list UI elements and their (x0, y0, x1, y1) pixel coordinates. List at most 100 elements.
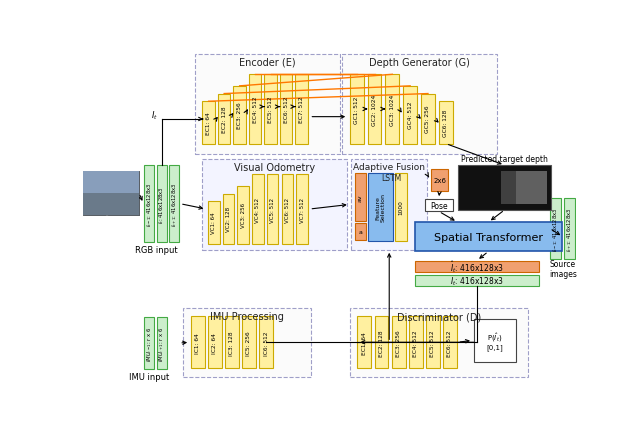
Text: GC5: 256: GC5: 256 (426, 105, 431, 133)
Text: a: a (358, 229, 362, 234)
Text: LSTM: LSTM (381, 174, 402, 183)
Text: $I_{t-1}$: 416x128x3: $I_{t-1}$: 416x128x3 (552, 207, 560, 251)
Text: Source
images: Source images (549, 259, 577, 278)
Bar (183, 308, 311, 377)
Text: IMU input: IMU input (129, 372, 170, 381)
Text: $I_{t+1}$: 416x128x3: $I_{t+1}$: 416x128x3 (170, 182, 179, 227)
Bar (349, 308, 528, 377)
Text: EC6: 512: EC6: 512 (284, 96, 289, 123)
Bar (351, 160, 428, 250)
Text: IC2: 64: IC2: 64 (212, 332, 218, 353)
Text: EC1: 64: EC1: 64 (206, 112, 211, 135)
Bar (83, 171, 139, 194)
Bar (431, 170, 448, 191)
Text: Feature
Selection: Feature Selection (375, 193, 386, 222)
Text: GC4: 512: GC4: 512 (408, 102, 413, 129)
Text: Adaptive Fusion: Adaptive Fusion (353, 163, 425, 172)
Text: IC5: 256: IC5: 256 (246, 330, 252, 355)
Text: RGB input: RGB input (136, 246, 178, 255)
Text: EC4: 512: EC4: 512 (253, 96, 258, 123)
Text: 1000: 1000 (399, 200, 404, 215)
Bar (443, 316, 457, 368)
Text: VC3: 256: VC3: 256 (241, 203, 246, 228)
Text: EC3: 256: EC3: 256 (237, 102, 242, 129)
Bar (195, 54, 340, 154)
Text: EC5: 512: EC5: 512 (430, 329, 435, 356)
Bar (374, 316, 388, 368)
Bar (83, 171, 139, 216)
Text: Depth Generator (G): Depth Generator (G) (369, 58, 470, 68)
Text: GC6: 128: GC6: 128 (444, 109, 448, 137)
Bar (296, 175, 308, 244)
Text: $IMU_{t-1}$: r x 6: $IMU_{t-1}$: r x 6 (145, 326, 154, 361)
Text: EC5: 512: EC5: 512 (268, 96, 273, 123)
Bar (396, 174, 407, 241)
Bar (84, 173, 139, 216)
Text: Encoder (E): Encoder (E) (239, 58, 296, 68)
Bar (355, 174, 366, 221)
Bar (145, 166, 154, 243)
Text: P($\hat{I}_t$)
[0,1]: P($\hat{I}_t$) [0,1] (486, 331, 504, 351)
Bar (392, 316, 406, 368)
Bar (208, 202, 220, 244)
Bar (385, 75, 399, 144)
Bar (157, 166, 167, 243)
Text: $\hat{I}_t$: 416x128x3: $\hat{I}_t$: 416x128x3 (450, 259, 504, 275)
Bar (415, 261, 539, 273)
Bar (157, 317, 167, 369)
Bar (249, 75, 261, 144)
Bar (86, 174, 139, 216)
Text: $I_{t-1}$: 416x128x3: $I_{t-1}$: 416x128x3 (145, 182, 154, 227)
Text: EC2: 128: EC2: 128 (221, 106, 227, 132)
Bar (368, 174, 393, 241)
Bar (458, 166, 551, 210)
Bar (425, 200, 452, 212)
Bar (501, 172, 546, 204)
Bar (83, 171, 139, 216)
Bar (237, 187, 249, 244)
Bar (358, 316, 371, 368)
Text: VC7: 512: VC7: 512 (300, 197, 305, 222)
Bar (564, 198, 575, 260)
Bar (342, 54, 497, 154)
Text: $I_t$: 416x128x3: $I_t$: 416x128x3 (157, 185, 166, 223)
Text: 2x6: 2x6 (433, 178, 446, 184)
Bar (426, 316, 440, 368)
Bar (259, 316, 273, 368)
Text: VC6: 512: VC6: 512 (285, 197, 290, 222)
Bar (367, 75, 381, 144)
Bar (218, 94, 230, 144)
Bar (355, 224, 366, 240)
Bar (267, 175, 278, 244)
Bar (408, 316, 422, 368)
Text: Predicted target depth: Predicted target depth (461, 155, 548, 164)
Bar (242, 316, 256, 368)
Bar (202, 160, 348, 250)
Bar (296, 75, 308, 144)
Text: IC6: 512: IC6: 512 (264, 330, 269, 355)
Text: VC1: 64: VC1: 64 (211, 212, 216, 234)
Text: EC3: 256: EC3: 256 (396, 329, 401, 356)
Bar (223, 194, 234, 244)
Bar (252, 175, 264, 244)
Text: $I_t$: 416x128x3: $I_t$: 416x128x3 (450, 274, 504, 287)
Text: Discriminator (D): Discriminator (D) (397, 311, 481, 321)
Text: VC4: 512: VC4: 512 (255, 197, 260, 222)
Text: Spatial Transformer: Spatial Transformer (434, 232, 543, 242)
Text: EC4: 512: EC4: 512 (413, 329, 418, 356)
Text: Pose: Pose (430, 201, 447, 210)
Bar (421, 94, 435, 144)
Text: VC5: 512: VC5: 512 (270, 197, 275, 222)
Text: IC1: 64: IC1: 64 (195, 332, 200, 353)
Bar (208, 316, 222, 368)
Bar (282, 175, 293, 244)
Bar (415, 223, 562, 252)
Text: EC2: 128: EC2: 128 (379, 329, 384, 356)
Text: IC3: 128: IC3: 128 (229, 330, 234, 355)
Bar (264, 75, 277, 144)
Text: EC1: 64: EC1: 64 (362, 331, 367, 354)
Text: VC2: 128: VC2: 128 (226, 207, 231, 232)
Bar (415, 275, 539, 286)
Text: $IMU_{t+1}$: r x 6: $IMU_{t+1}$: r x 6 (157, 326, 166, 361)
Text: EC6: 512: EC6: 512 (447, 329, 452, 356)
